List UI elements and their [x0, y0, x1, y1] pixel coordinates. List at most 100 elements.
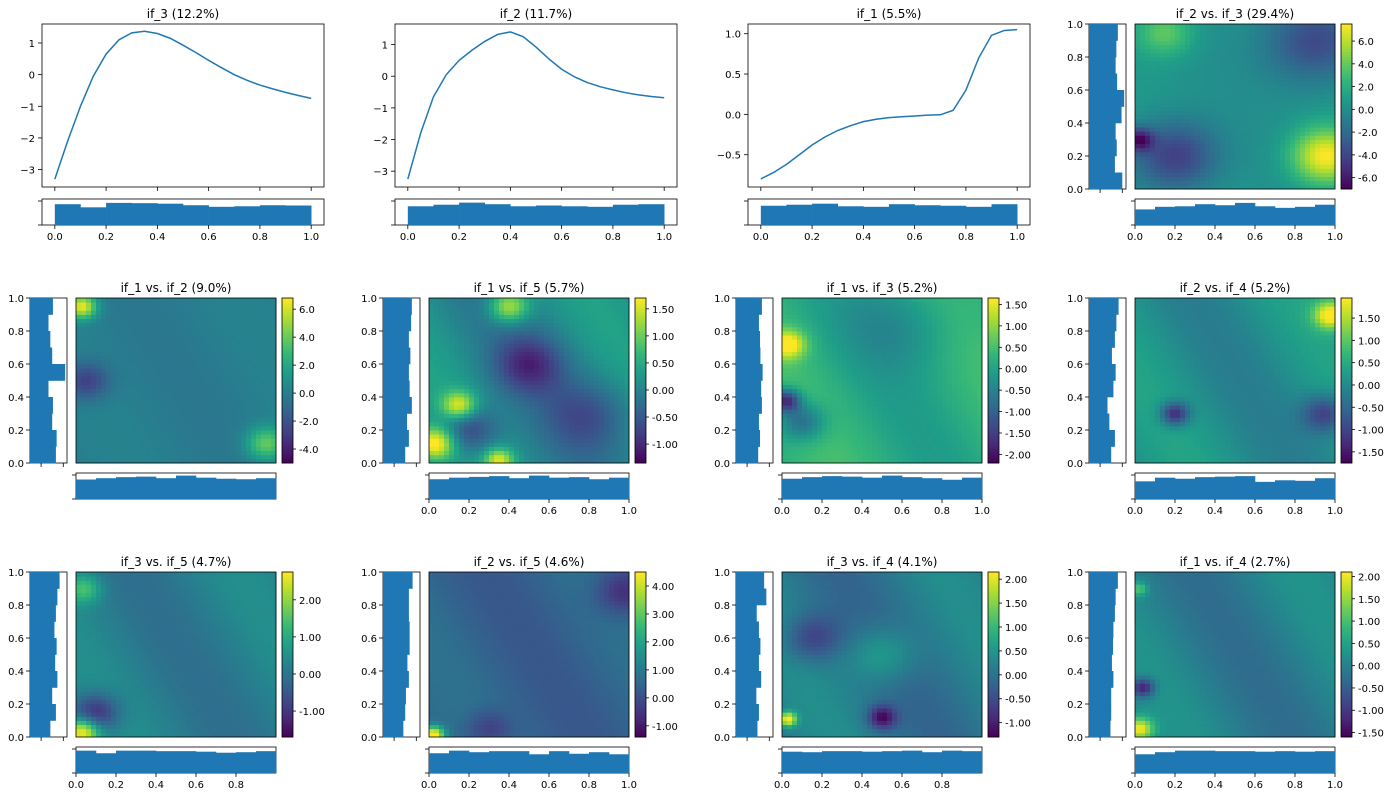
heatmap-cell — [1210, 177, 1215, 182]
heatmap-cell — [176, 414, 181, 419]
heatmap-cell — [584, 302, 589, 307]
heatmap-cell — [1220, 131, 1225, 136]
heatmap-cell — [1145, 119, 1150, 124]
heatmap-cell — [1285, 111, 1290, 116]
heatmap-cell — [141, 422, 146, 427]
heatmap-cell — [1240, 41, 1245, 46]
heatmap-cell — [1260, 78, 1265, 83]
colorbar: -4.0-2.00.02.04.06.0 — [282, 298, 319, 463]
heatmap-cell — [231, 385, 236, 390]
heatmap-cell — [454, 422, 459, 427]
heatmap-cell — [569, 401, 574, 406]
heatmap-cell — [1195, 86, 1200, 91]
hist-bar — [260, 205, 286, 225]
heatmap-cell — [1205, 94, 1210, 99]
heatmap-cell — [1145, 152, 1150, 157]
heatmap-cell — [201, 426, 206, 431]
heatmap-cell — [1320, 140, 1325, 145]
heatmap-cell — [261, 430, 266, 435]
heatmap-cell — [171, 323, 176, 328]
colorbar-step — [1341, 178, 1352, 181]
heatmap-cell — [534, 405, 539, 410]
heatmap-cell — [1320, 94, 1325, 99]
heatmap-cell — [574, 405, 579, 410]
heatmap-cell — [131, 393, 136, 398]
heatmap-cell — [454, 360, 459, 365]
heatmap-cell — [1325, 144, 1330, 149]
heatmap-cell — [524, 451, 529, 456]
heatmap-cell — [201, 306, 206, 311]
heatmap-cell — [1190, 144, 1195, 149]
heatmap-cell — [221, 356, 226, 361]
heatmap-cell — [1185, 82, 1190, 87]
heatmap-cell — [1165, 107, 1170, 112]
heatmap-cell — [464, 368, 469, 373]
heatmap-cell — [549, 376, 554, 381]
heatmap-cell — [111, 385, 116, 390]
heatmap-cell — [519, 385, 524, 390]
heatmap-cell — [1295, 181, 1300, 186]
heatmap-cell — [589, 306, 594, 311]
heatmap-cell — [96, 397, 101, 402]
heatmap-cell — [1185, 98, 1190, 103]
heatmap-cell — [191, 381, 196, 386]
heatmap-cell — [564, 418, 569, 423]
heatmap-cell — [211, 306, 216, 311]
heatmap-cell — [231, 389, 236, 394]
heatmap-cell — [514, 455, 519, 460]
heatmap-cell — [1240, 94, 1245, 99]
heatmap-cell — [106, 397, 111, 402]
heatmap-cell — [449, 422, 454, 427]
heatmap-cell — [1300, 177, 1305, 182]
heatmap-cell — [464, 352, 469, 357]
heatmap-cell — [86, 335, 91, 340]
heatmap-cell — [479, 372, 484, 377]
heatmap-cell — [256, 331, 261, 336]
heatmap-cell — [1200, 78, 1205, 83]
heatmap-cell — [529, 451, 534, 456]
heatmap-cell — [589, 397, 594, 402]
heatmap-cell — [584, 418, 589, 423]
heatmap-cell — [96, 372, 101, 377]
heatmap-cell — [81, 409, 86, 414]
heatmap-cell — [271, 451, 276, 456]
heatmap-cell — [266, 409, 271, 414]
heatmap-cell — [91, 306, 96, 311]
heatmap-cell — [151, 335, 156, 340]
heatmap-cell — [1160, 98, 1165, 103]
heatmap-cell — [1170, 28, 1175, 33]
heatmap-cell — [534, 331, 539, 336]
heatmap-cell — [1260, 32, 1265, 37]
heatmap-cell — [1205, 127, 1210, 132]
heatmap-cell — [236, 323, 241, 328]
heatmap-cell — [1290, 140, 1295, 145]
heatmap-cell — [1155, 94, 1160, 99]
heatmap-cell — [1285, 53, 1290, 58]
heatmap-cell — [474, 451, 479, 456]
heatmap-cell — [529, 302, 534, 307]
heatmap-cell — [1205, 123, 1210, 128]
heatmap-cell — [1255, 65, 1260, 70]
heatmap-cell — [549, 323, 554, 328]
heatmap-cell — [151, 302, 156, 307]
heatmap-cell — [1220, 102, 1225, 107]
heatmap-cell — [1320, 102, 1325, 107]
heatmap-cell — [1280, 65, 1285, 70]
heatmap-cell — [569, 393, 574, 398]
heatmap-cell — [256, 455, 261, 460]
heatmap-cell — [91, 451, 96, 456]
heatmap-cell — [1205, 53, 1210, 58]
heatmap-cell — [271, 335, 276, 340]
heatmap-cell — [1245, 61, 1250, 66]
heatmap-cell — [1190, 156, 1195, 161]
heatmap-cell — [1230, 74, 1235, 79]
x-tick-label: 0.6 — [554, 232, 570, 243]
heatmap-cell — [1275, 57, 1280, 62]
heatmap-cell — [146, 368, 151, 373]
heatmap-cell — [1215, 69, 1220, 74]
heatmap-cell — [1275, 144, 1280, 149]
y-tick-label: 0.2 — [8, 426, 24, 437]
heatmap-cell — [221, 360, 226, 365]
heatmap-cell — [529, 414, 534, 419]
heatmap-cell — [1285, 45, 1290, 50]
